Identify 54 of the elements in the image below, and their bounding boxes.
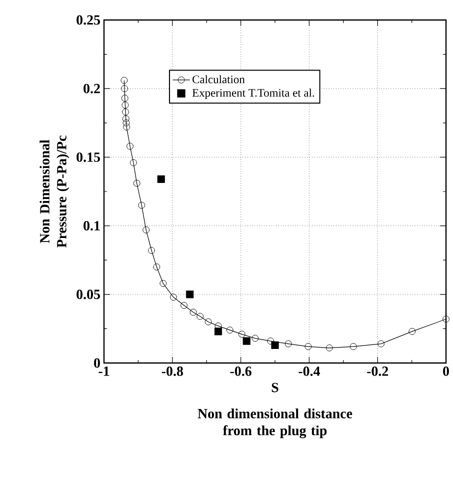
point <box>133 180 140 187</box>
point <box>304 343 312 350</box>
y-tick-label: 0.25 <box>76 15 100 25</box>
point <box>196 312 204 320</box>
point <box>408 328 416 335</box>
point <box>122 108 129 116</box>
point <box>122 115 130 122</box>
x-axis-title: S <box>272 382 278 392</box>
point <box>138 202 146 209</box>
point <box>130 159 137 166</box>
point <box>350 343 357 350</box>
point <box>160 280 167 287</box>
y-tick-label: 0.1 <box>84 221 100 231</box>
point <box>122 119 130 126</box>
point <box>267 338 274 344</box>
x-tick-label: -0.6 <box>230 366 252 376</box>
point <box>180 302 188 309</box>
point <box>442 316 450 323</box>
point <box>238 330 246 338</box>
point <box>153 264 160 270</box>
point <box>120 76 128 84</box>
point <box>148 247 155 254</box>
point <box>378 340 384 348</box>
point <box>122 102 129 108</box>
point <box>214 328 222 336</box>
x-tick-label: -0.4 <box>298 366 320 376</box>
y-tick-label: 0 <box>94 358 100 368</box>
point <box>142 226 150 234</box>
y-tick-label: 0.05 <box>76 290 100 300</box>
point <box>170 294 177 301</box>
point <box>252 334 259 342</box>
y-axis-title: Non Dimensional Pressure (P-Pa)/Pc <box>40 136 70 248</box>
x-tick-label: -1 <box>98 366 110 376</box>
x-tick-label: -0.2 <box>367 366 388 376</box>
point <box>157 175 165 183</box>
y-tick-label: 0.15 <box>76 152 100 162</box>
point <box>204 318 212 326</box>
text: Non dimensional distance from the plug tip <box>198 408 352 438</box>
x-tick-label: -0.8 <box>162 366 183 376</box>
point <box>190 308 197 316</box>
point <box>271 341 279 349</box>
y-tick-label: 0.2 <box>84 84 100 94</box>
point <box>186 290 194 298</box>
legend-label: Calculation <box>192 75 245 84</box>
point <box>284 340 292 348</box>
point <box>121 94 128 102</box>
point <box>226 326 234 334</box>
point <box>242 337 250 345</box>
point <box>121 85 128 92</box>
legend-label: Experiment T.Tomita et al. <box>192 88 314 100</box>
x-tick-label: 0 <box>443 366 449 376</box>
point <box>123 124 130 130</box>
point <box>326 344 333 352</box>
point <box>126 142 134 150</box>
